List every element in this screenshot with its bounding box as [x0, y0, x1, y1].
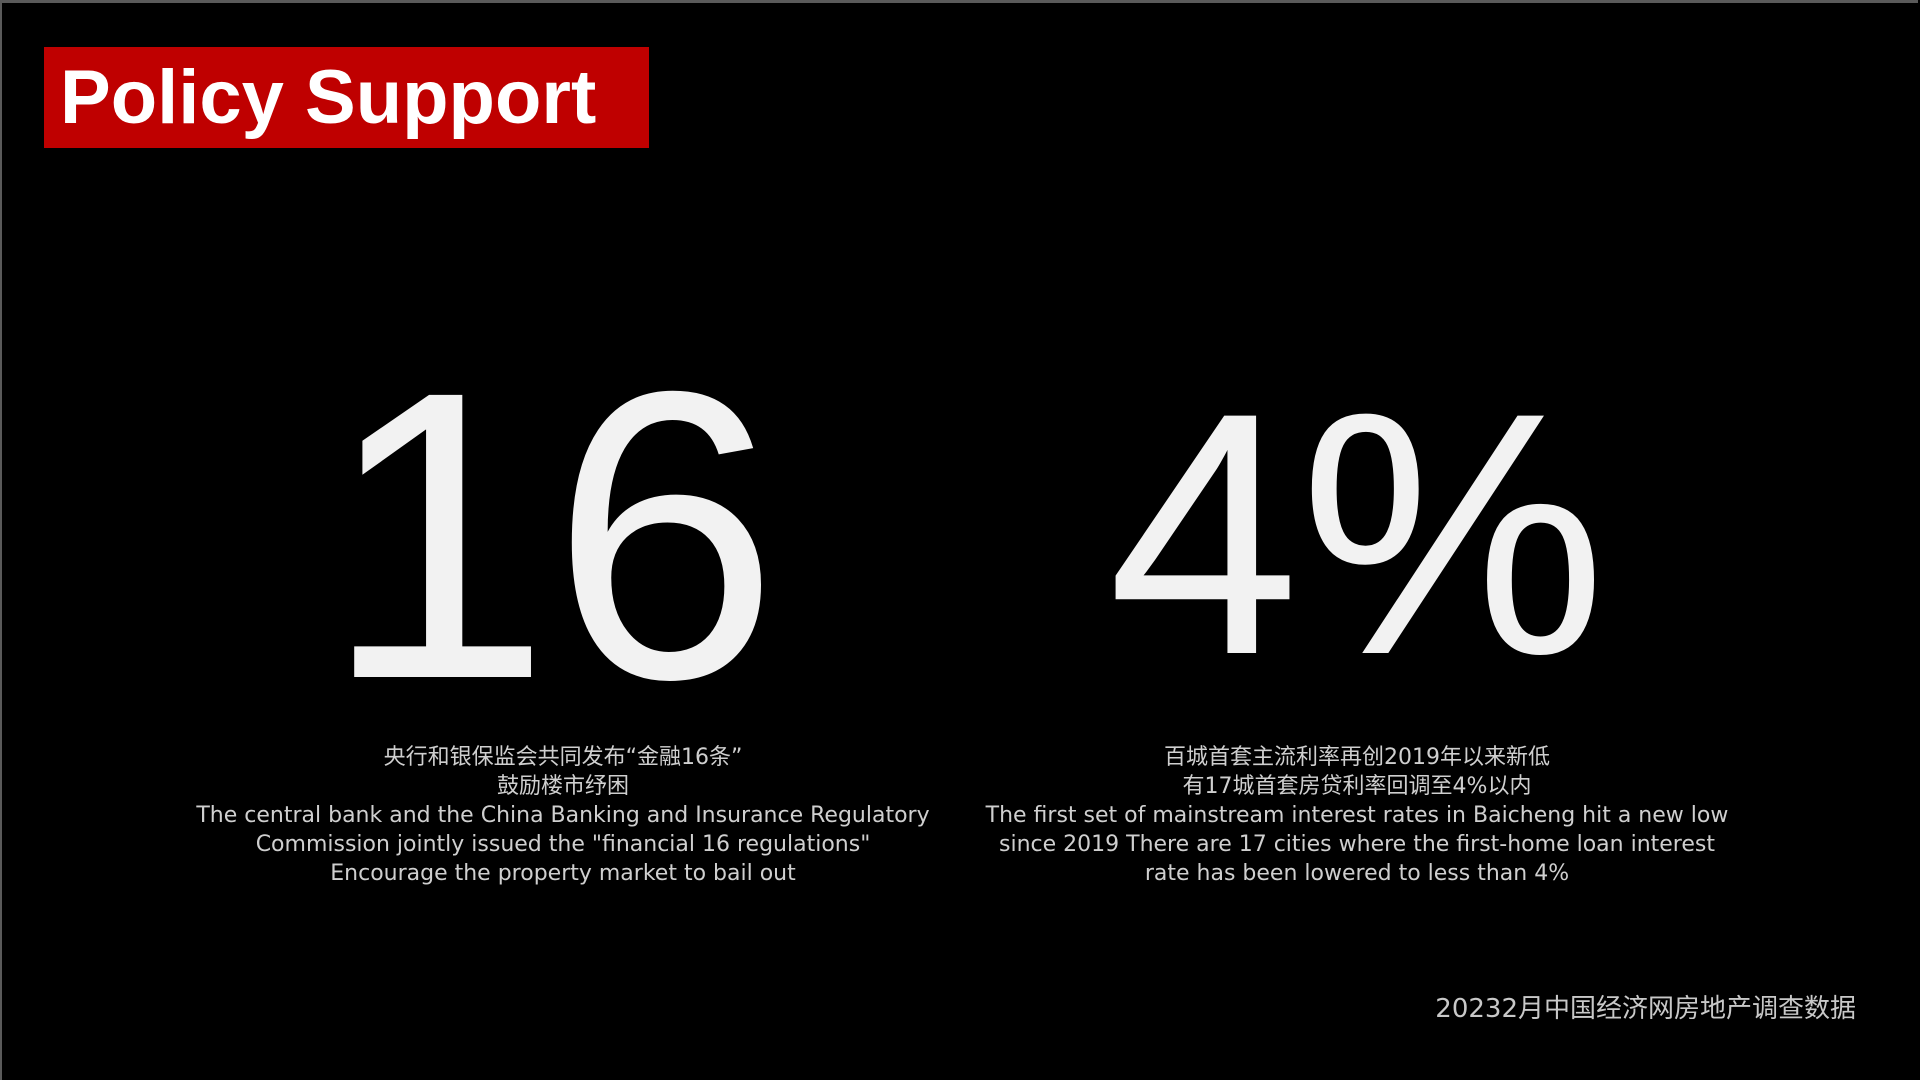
- caption-line: The first set of mainstream interest rat…: [985, 803, 1729, 828]
- caption-line: Commission jointly issued the "financial…: [255, 832, 871, 857]
- source-note: 20232月中国经济网房地产调查数据: [1435, 994, 1856, 1024]
- stat-value: 4%: [1107, 342, 1607, 727]
- slide-title: Policy Support: [60, 55, 597, 140]
- caption-line: 有17城首套房贷利率回调至4%以内: [1182, 774, 1532, 799]
- stat-caption: 百城首套主流利率再创2019年以来新低 有17城首套房贷利率回调至4%以内 Th…: [957, 743, 1757, 888]
- caption-line: 百城首套主流利率再创2019年以来新低: [1164, 745, 1550, 770]
- caption-line: 央行和银保监会共同发布“金融16条”: [383, 745, 743, 770]
- caption-line: 鼓励楼市纾困: [496, 774, 629, 799]
- caption-line: rate has been lowered to less than 4%: [1144, 861, 1570, 886]
- caption-line: since 2019 There are 17 cities where the…: [999, 832, 1715, 857]
- stat-value: 16: [322, 306, 780, 764]
- caption-line: Encourage the property market to bail ou…: [330, 861, 796, 886]
- title-banner: Policy Support: [44, 47, 649, 148]
- caption-line: The central bank and the China Banking a…: [196, 803, 930, 828]
- stat-caption: 央行和银保监会共同发布“金融16条” 鼓励楼市纾困 The central ba…: [163, 743, 963, 888]
